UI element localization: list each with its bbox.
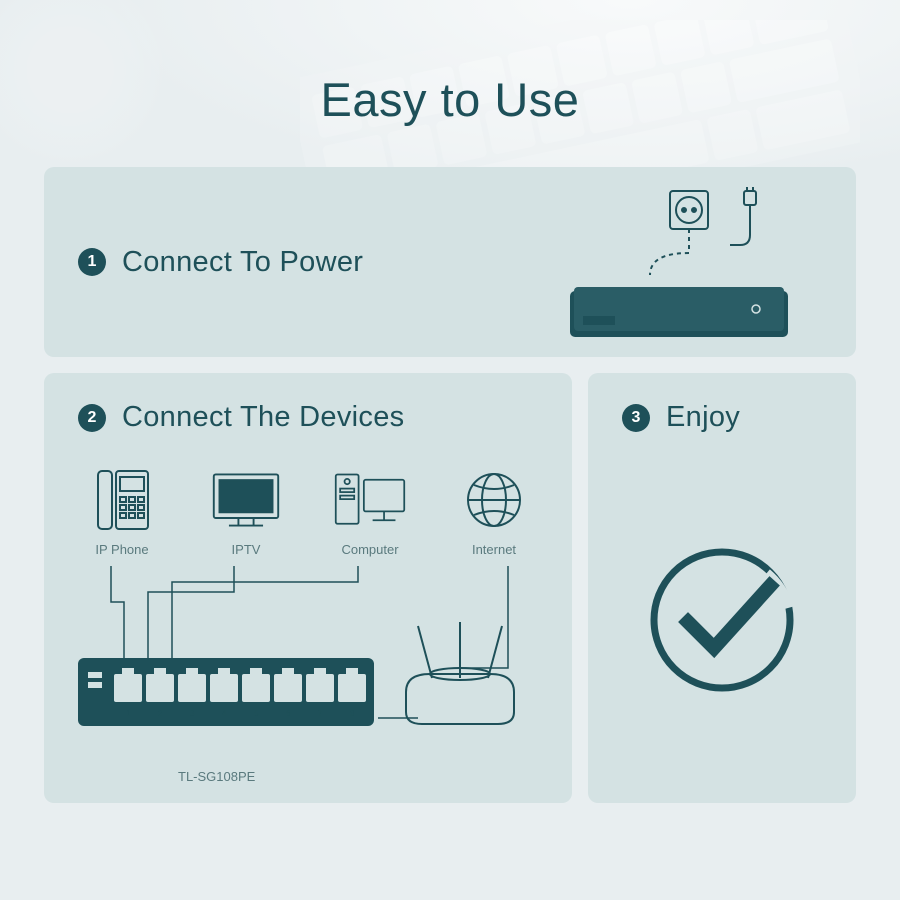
step2-body: IP Phone IPTV	[78, 464, 538, 804]
panel-step-2: 2 Connect The Devices	[44, 373, 572, 803]
power-graphic	[570, 187, 800, 342]
globe-icon	[458, 464, 530, 536]
panels-container: 1 Connect To Power	[0, 167, 900, 803]
checkmark-circle-icon	[642, 540, 802, 700]
device-internet: Internet	[458, 464, 530, 557]
svg-text:6: 6	[286, 709, 291, 718]
device-label: Internet	[472, 542, 516, 557]
svg-text:2: 2	[158, 709, 163, 718]
switch-model-label: TL-SG108PE	[178, 769, 558, 784]
step3-body	[622, 434, 822, 775]
panel-step-3: 3 Enjoy	[588, 373, 856, 803]
step-title-text: Connect To Power	[122, 246, 363, 279]
svg-text:1: 1	[126, 709, 131, 718]
computer-icon	[334, 464, 406, 536]
step-title-text: Connect The Devices	[122, 401, 404, 434]
step-title-text: Enjoy	[666, 401, 740, 434]
switch-router-graphic: 1 2 3 4 5 6 7 8 TL-SG108PE	[78, 622, 558, 784]
step-header-3: 3 Enjoy	[622, 401, 822, 434]
panel-step-1: 1 Connect To Power	[44, 167, 856, 357]
device-ip-phone: IP Phone	[86, 464, 158, 557]
step-header-2: 2 Connect The Devices	[78, 401, 538, 434]
device-label: IP Phone	[95, 542, 148, 557]
step-number-badge: 1	[78, 248, 106, 276]
device-computer: Computer	[334, 464, 406, 557]
svg-text:5: 5	[254, 709, 259, 718]
page-title: Easy to Use	[0, 0, 900, 167]
iptv-icon	[210, 464, 282, 536]
device-label: Computer	[341, 542, 398, 557]
svg-text:7: 7	[318, 709, 323, 718]
svg-text:4: 4	[222, 709, 227, 718]
device-iptv: IPTV	[210, 464, 282, 557]
step-number-badge: 2	[78, 404, 106, 432]
ip-phone-icon	[86, 464, 158, 536]
device-label: IPTV	[232, 542, 261, 557]
step-number-badge: 3	[622, 404, 650, 432]
devices-row: IP Phone IPTV	[78, 464, 538, 557]
svg-text:3: 3	[190, 709, 195, 718]
svg-text:8: 8	[350, 709, 355, 718]
step-header-1: 1 Connect To Power	[78, 246, 363, 279]
